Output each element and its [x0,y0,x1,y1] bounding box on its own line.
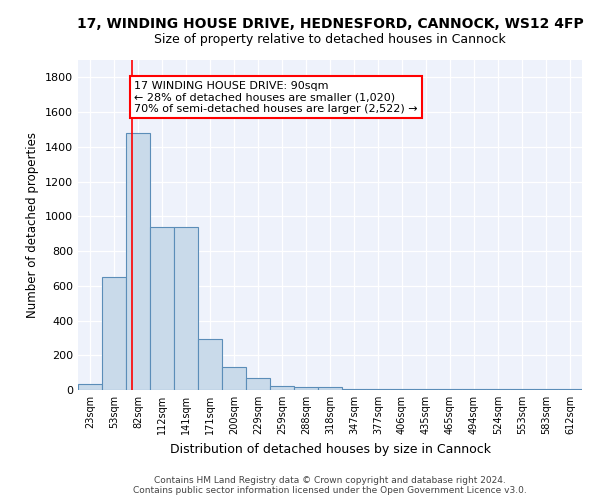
X-axis label: Distribution of detached houses by size in Cannock: Distribution of detached houses by size … [170,442,491,456]
Bar [318,386,342,390]
Text: Contains HM Land Registry data © Crown copyright and database right 2024.
Contai: Contains HM Land Registry data © Crown c… [133,476,527,495]
Bar [150,226,174,390]
Bar [126,133,150,390]
Text: Size of property relative to detached houses in Cannock: Size of property relative to detached ho… [154,32,506,46]
Bar [246,378,270,390]
Text: 17 WINDING HOUSE DRIVE: 90sqm
← 28% of detached houses are smaller (1,020)
70% o: 17 WINDING HOUSE DRIVE: 90sqm ← 28% of d… [134,81,418,114]
Bar [390,389,414,390]
Bar [414,389,438,390]
Bar [270,386,294,390]
Bar [366,389,390,390]
Bar [102,277,126,390]
Bar [438,389,462,390]
Bar [510,389,534,390]
Bar [174,226,198,390]
Bar [486,389,510,390]
Bar [534,389,558,390]
Bar [222,368,246,390]
Text: 17, WINDING HOUSE DRIVE, HEDNESFORD, CANNOCK, WS12 4FP: 17, WINDING HOUSE DRIVE, HEDNESFORD, CAN… [77,18,583,32]
Bar [198,339,222,390]
Y-axis label: Number of detached properties: Number of detached properties [26,132,40,318]
Bar [462,389,486,390]
Bar [558,389,582,390]
Bar [294,386,318,390]
Bar [342,389,366,390]
Bar [78,384,102,390]
